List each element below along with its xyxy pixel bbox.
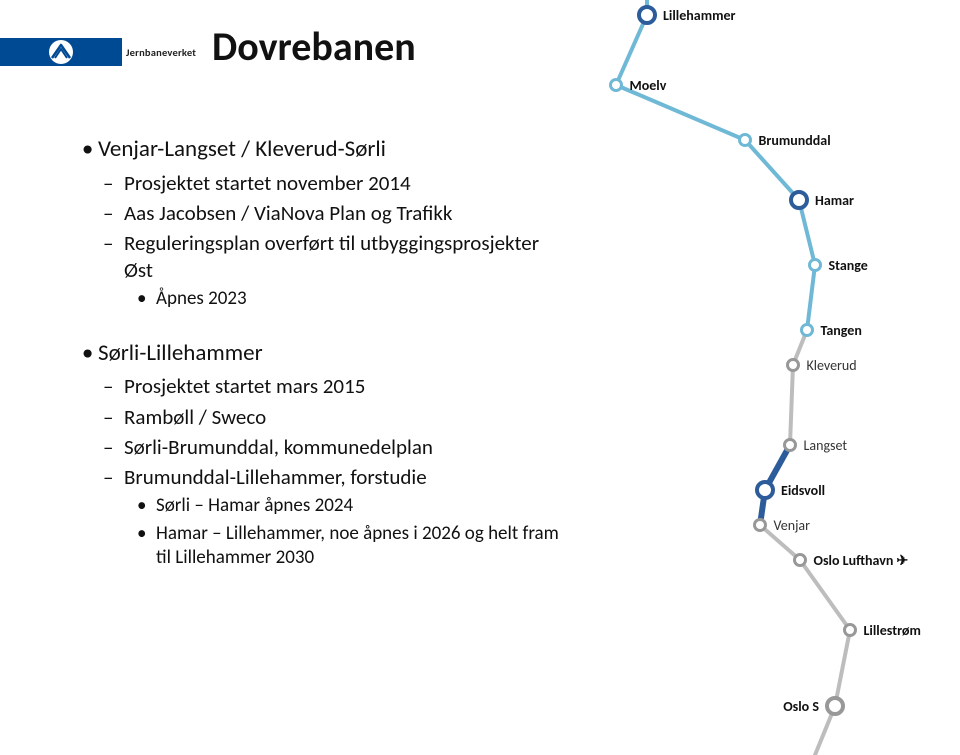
bullet-l1: Sørli-Lillehammer: [98, 339, 570, 368]
bullet-l2: Prosjektet startet mars 2015: [124, 373, 570, 399]
bullet-content: Venjar-Langset / Kleverud-Sørli Prosjekt…: [80, 135, 570, 598]
bullet-l3: Sørli – Hamar åpnes 2024: [156, 494, 570, 518]
station-label: Lillestrøm: [864, 622, 921, 639]
station-label: Oslo Lufthavn ✈: [814, 552, 909, 569]
route-segment: [800, 560, 850, 630]
logo-text: Jernbaneverket: [126, 46, 196, 59]
station-node: [795, 555, 806, 566]
station-label: Oslo S: [783, 698, 819, 715]
station-node: [802, 325, 813, 336]
station-label: Lillehammer: [663, 7, 736, 24]
station-node: [785, 440, 796, 451]
route-segment: [616, 15, 647, 85]
station-label: Hamar: [815, 192, 854, 209]
bullet-l2: Aas Jacobsen / ViaNova Plan og Trafikk: [124, 200, 570, 226]
station-node: [755, 520, 766, 531]
bullet-l3: Hamar – Lillehammer, noe åpnes i 2026 og…: [156, 522, 570, 570]
brand-logo: Jernbaneverket: [0, 38, 198, 66]
route-segment: [835, 630, 850, 706]
bullet-l2: Prosjektet startet november 2014: [124, 170, 570, 196]
station-node: [611, 80, 622, 91]
route-segment: [799, 200, 815, 265]
rail-icon: [48, 39, 74, 65]
station-label: Kleverud: [807, 357, 857, 374]
station-node: [810, 260, 821, 271]
station-node: [791, 192, 807, 208]
station-label: Tangen: [821, 322, 862, 339]
bullet-l2: Brumunddal-Lillehammer, forstudie: [124, 464, 570, 490]
station-label: Moelv: [630, 77, 667, 94]
bullet-l3: Åpnes 2023: [156, 287, 570, 311]
route-segment: [790, 365, 793, 445]
station-node: [740, 135, 751, 146]
logo-text-wrap: Jernbaneverket: [122, 38, 198, 66]
station-node: [845, 625, 856, 636]
station-label: Stange: [829, 257, 868, 274]
bullet-l2: Reguleringsplan overført til utbyggingsp…: [124, 230, 570, 283]
bullet-l2: Sørli-Brumunddal, kommunedelplan: [124, 434, 570, 460]
station-label: Eidsvoll: [781, 482, 825, 499]
station-label: Brumunddal: [759, 132, 831, 149]
station-label: Venjar: [774, 517, 811, 534]
station-node: [757, 482, 773, 498]
station-node: [788, 360, 799, 371]
route-segment: [807, 265, 815, 330]
station-node: [639, 7, 655, 23]
bullet-l2: Rambøll / Sweco: [124, 404, 570, 430]
bullet-l1: Venjar-Langset / Kleverud-Sørli: [98, 135, 570, 164]
logo-bar: [0, 38, 122, 66]
route-map: Lillehammer Moelv Brumunddal Hamar Stange Tan…: [575, 0, 955, 755]
station-node: [827, 698, 843, 714]
route-segment: [745, 140, 799, 200]
station-label: Langset: [804, 437, 848, 454]
page-title: Dovrebanen: [212, 22, 416, 71]
